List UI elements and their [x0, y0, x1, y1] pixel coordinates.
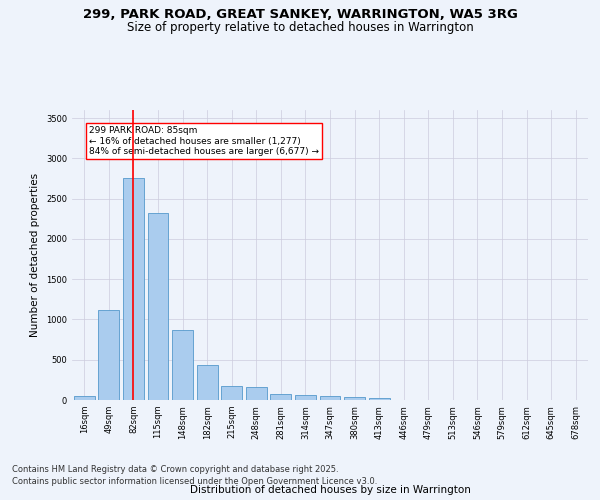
Text: Contains HM Land Registry data © Crown copyright and database right 2025.: Contains HM Land Registry data © Crown c… — [12, 465, 338, 474]
Bar — [246, 387, 267, 400]
Text: 299 PARK ROAD: 85sqm
← 16% of detached houses are smaller (1,277)
84% of semi-de: 299 PARK ROAD: 85sqm ← 16% of detached h… — [89, 126, 319, 156]
Bar — [368, 398, 389, 400]
Bar — [74, 396, 95, 400]
Bar — [123, 178, 144, 400]
Text: 299, PARK ROAD, GREAT SANKEY, WARRINGTON, WA5 3RG: 299, PARK ROAD, GREAT SANKEY, WARRINGTON… — [83, 8, 517, 20]
Bar — [271, 394, 292, 400]
Bar — [344, 397, 365, 400]
Bar — [172, 330, 193, 400]
Bar — [197, 366, 218, 400]
Text: Distribution of detached houses by size in Warrington: Distribution of detached houses by size … — [190, 485, 470, 495]
Bar — [221, 386, 242, 400]
Text: Contains public sector information licensed under the Open Government Licence v3: Contains public sector information licen… — [12, 477, 377, 486]
Y-axis label: Number of detached properties: Number of detached properties — [31, 173, 40, 337]
Bar — [320, 396, 340, 400]
Text: Size of property relative to detached houses in Warrington: Size of property relative to detached ho… — [127, 22, 473, 35]
Bar — [148, 213, 169, 400]
Bar — [295, 395, 316, 400]
Bar — [98, 310, 119, 400]
